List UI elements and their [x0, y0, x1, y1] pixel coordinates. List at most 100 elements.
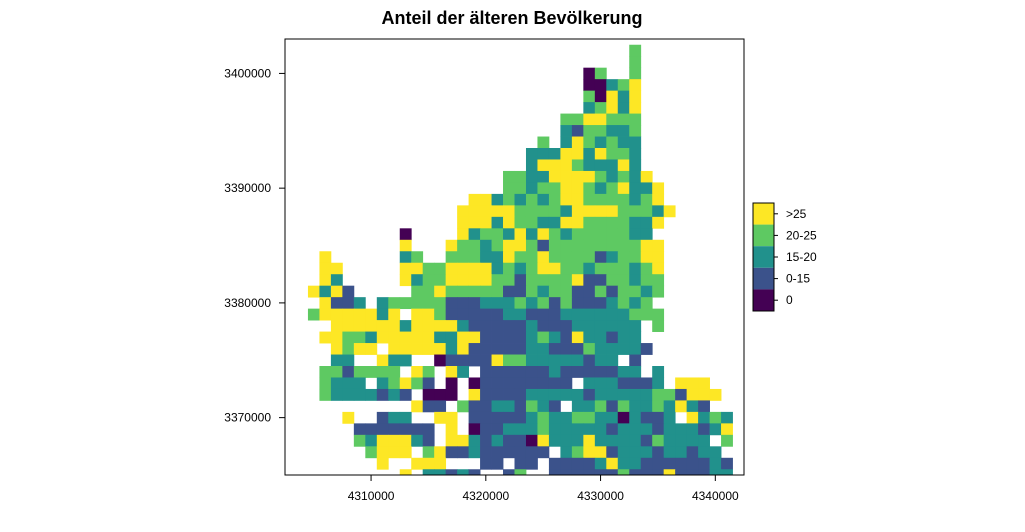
- raster-cell: [594, 205, 607, 218]
- raster-cell: [617, 216, 630, 229]
- raster-cell: [571, 457, 584, 470]
- raster-cell: [617, 102, 630, 114]
- raster-cell: [525, 343, 538, 355]
- raster-cell: [491, 251, 504, 264]
- raster-cell: [457, 343, 470, 355]
- raster-cell: [617, 423, 630, 436]
- raster-cell: [411, 377, 424, 390]
- raster-cell: [606, 423, 619, 436]
- raster-cell: [434, 262, 447, 275]
- raster-cell: [548, 274, 561, 287]
- raster-cell: [571, 423, 584, 436]
- raster-cell: [480, 285, 492, 298]
- raster-cell: [617, 274, 630, 287]
- raster-cell: [606, 285, 619, 298]
- raster-cell: [491, 285, 504, 298]
- raster-cell: [548, 343, 561, 355]
- raster-cell: [514, 320, 527, 332]
- raster-cell: [594, 285, 607, 298]
- raster-cell: [617, 182, 630, 195]
- raster-cell: [445, 274, 458, 287]
- raster-cell: [525, 148, 538, 160]
- raster-cell: [594, 262, 607, 275]
- raster-cell: [594, 170, 607, 183]
- raster-cell: [342, 297, 355, 310]
- legend-swatch: [753, 203, 774, 225]
- raster-cell: [583, 366, 596, 378]
- raster-cell: [525, 216, 538, 229]
- raster-cell: [503, 274, 515, 287]
- raster-cell: [445, 239, 458, 252]
- raster-cell: [491, 354, 504, 367]
- raster-cell: [503, 411, 515, 424]
- x-tick-label: 4310000: [348, 489, 395, 503]
- raster-cell: [560, 343, 573, 355]
- raster-cell: [640, 457, 653, 470]
- raster-cell: [365, 308, 378, 321]
- raster-cell: [548, 388, 561, 401]
- raster-cell: [560, 262, 573, 275]
- raster-cell: [675, 400, 688, 413]
- raster-cell: [434, 308, 447, 321]
- raster-cell: [503, 320, 515, 332]
- raster-cell: [629, 56, 642, 69]
- raster-cell: [675, 434, 688, 447]
- raster-cell: [686, 400, 699, 413]
- raster-cell: [468, 354, 481, 367]
- raster-cell: [606, 148, 619, 160]
- raster-cell: [617, 320, 630, 332]
- raster-cell: [525, 297, 538, 310]
- raster-cell: [468, 469, 481, 476]
- raster-cell: [675, 446, 688, 459]
- raster-cell: [629, 297, 642, 310]
- raster-cell: [503, 251, 515, 264]
- raster-cell: [571, 228, 584, 241]
- raster-cell: [491, 423, 504, 436]
- raster-cell: [571, 148, 584, 160]
- raster-cell: [537, 423, 550, 436]
- raster-cell: [468, 297, 481, 310]
- raster-cell: [594, 239, 607, 252]
- raster-cell: [468, 262, 481, 275]
- raster-cell: [594, 366, 607, 378]
- raster-cell: [503, 239, 515, 252]
- raster-cell: [686, 423, 699, 436]
- raster-cell: [571, 366, 584, 378]
- raster-cell: [468, 193, 481, 206]
- raster-cell: [675, 457, 688, 470]
- legend-label: 0-15: [786, 272, 810, 286]
- raster-cell: [571, 113, 584, 126]
- raster-cell: [342, 308, 355, 321]
- raster-cell: [652, 308, 665, 321]
- raster-cell: [445, 411, 458, 424]
- raster-cell: [388, 320, 401, 332]
- raster-cell: [606, 366, 619, 378]
- raster-cell: [548, 331, 561, 344]
- raster-cell: [480, 205, 492, 218]
- raster-cell: [503, 331, 515, 344]
- raster-cell: [583, 331, 596, 344]
- raster-cell: [445, 446, 458, 459]
- raster-cell: [594, 320, 607, 332]
- raster-cell: [330, 320, 343, 332]
- raster-cell: [491, 262, 504, 275]
- raster-cell: [376, 331, 389, 344]
- raster-cell: [503, 228, 515, 241]
- raster-cell: [583, 193, 596, 206]
- raster-cell: [342, 331, 355, 344]
- raster-cell: [388, 308, 401, 321]
- raster-cell: [606, 400, 619, 413]
- plot-frame: [284, 38, 745, 476]
- raster-cell: [491, 457, 504, 470]
- raster-cell: [503, 388, 515, 401]
- raster-cell: [629, 274, 642, 287]
- raster-cell: [468, 423, 481, 436]
- raster-cell: [663, 423, 676, 436]
- raster-cell: [525, 170, 538, 183]
- raster-cell: [411, 320, 424, 332]
- raster-cell: [629, 67, 642, 80]
- raster-cell: [606, 343, 619, 355]
- raster-cell: [663, 434, 676, 447]
- raster-cell: [353, 297, 366, 310]
- raster-cell: [330, 308, 343, 321]
